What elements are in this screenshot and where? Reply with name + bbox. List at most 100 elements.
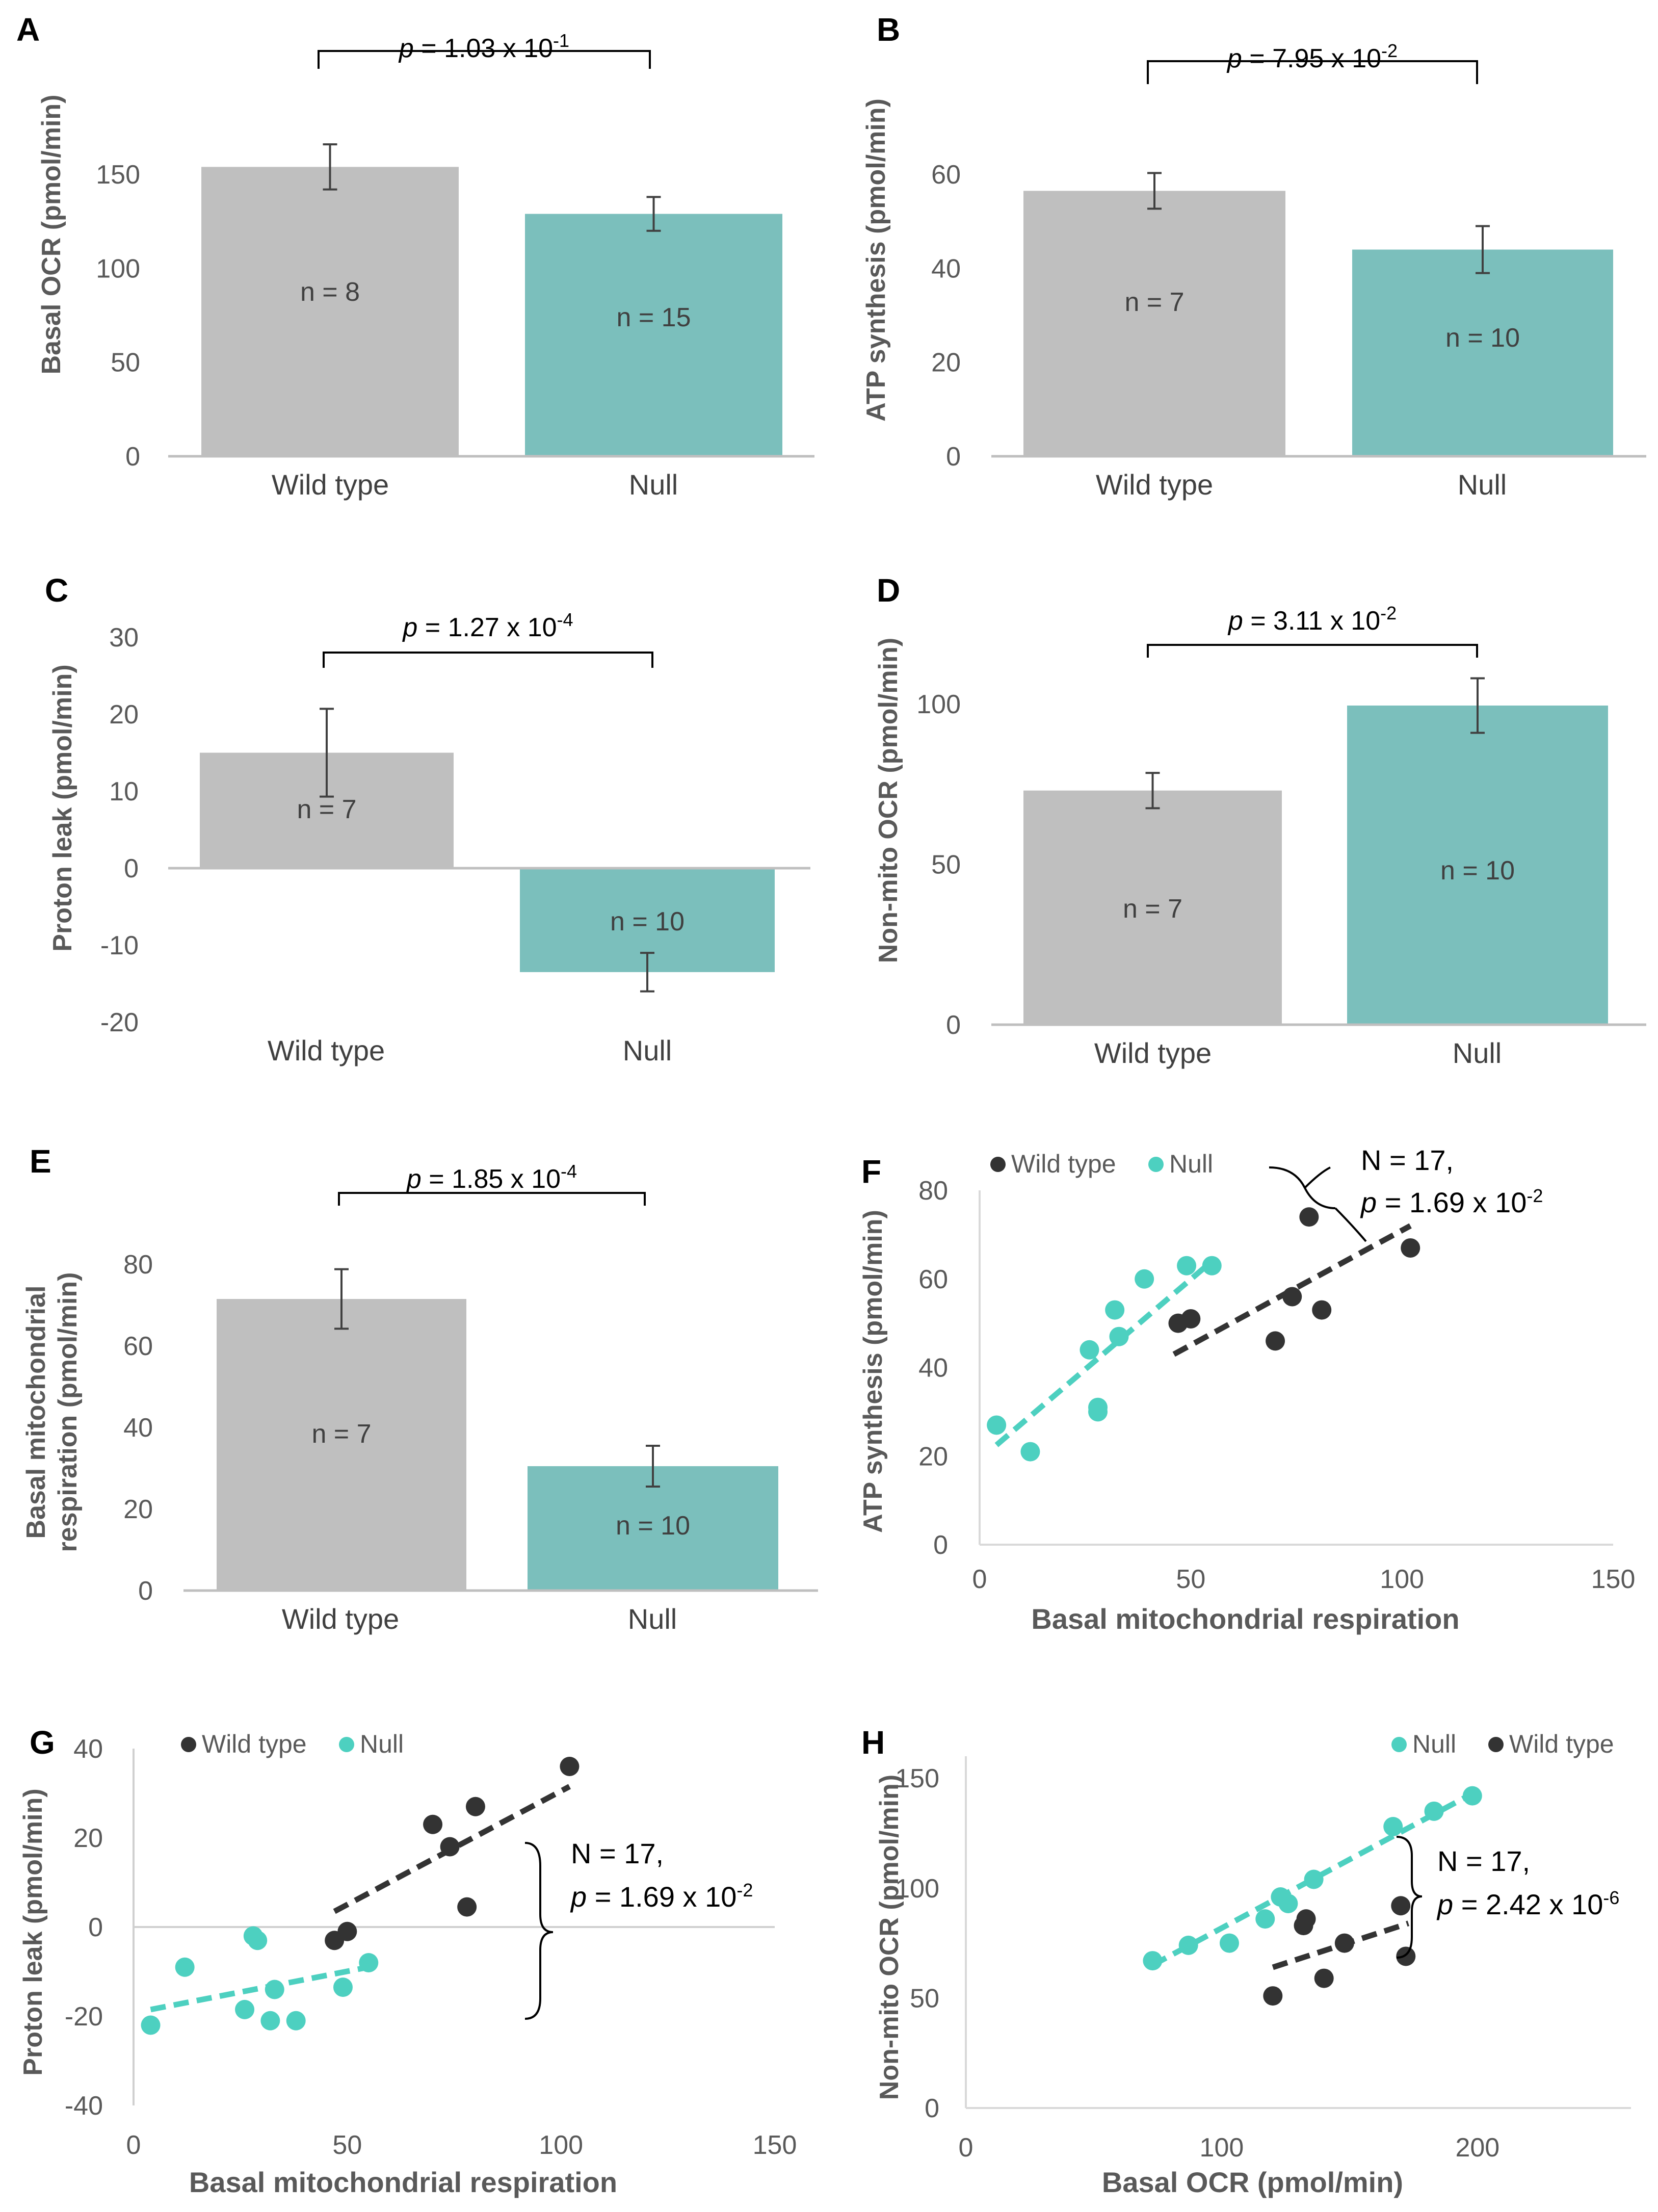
x-axis-label: Basal mitochondrial respiration [189,2166,617,2198]
x-tick-label: 50 [332,2130,362,2160]
data-point [1278,1893,1298,1913]
y-tick-label: 20 [931,348,961,378]
x-tick-label: 150 [753,2130,797,2160]
y-tick-label: 60 [123,1332,153,1361]
panel-letter: F [861,1153,881,1190]
x-category-label: Null [629,469,678,501]
data-point [560,1757,580,1776]
x-axis-label: Basal OCR (pmol/min) [1102,2166,1403,2198]
y-tick-label: 0 [946,442,961,472]
n-label: n = 15 [616,303,691,332]
bar-wild-type [217,1299,466,1591]
data-point [1219,1933,1239,1953]
y-axis-label: Non-mito OCR (pmol/min) [874,638,903,963]
data-point [1020,1442,1040,1462]
panel-h: H 0 50 100 150 0 100 200 Non-mito OCR (pmol/min)… [861,1724,1631,2198]
data-point [1396,1946,1416,1966]
y-tick-label: 0 [925,2094,939,2123]
y-tick-label: 60 [918,1265,948,1294]
data-point [1424,1801,1444,1821]
panel-a: A 0 50 100 150 Basal OCR (pmol/min) n = 8 Wild … [16,11,814,501]
x-category-label: Null [1453,1037,1502,1069]
x-tick-label: 100 [1200,2133,1244,2163]
n-label: n = 10 [610,907,685,936]
y-tick-label: 10 [109,777,139,806]
y-tick-label: 40 [73,1734,103,1764]
y-tick-label: 50 [931,850,961,879]
x-tick-label: 100 [1380,1565,1424,1594]
annotation-brace [524,1842,554,2020]
data-point [1383,1817,1403,1836]
y-tick-label: 50 [111,348,140,378]
bar-wild-type [1023,191,1285,457]
annotation-n: N = 17, [1361,1144,1454,1176]
y-tick-label: 0 [946,1010,961,1040]
significance-bracket [323,652,653,668]
data-point [1105,1300,1125,1320]
data-point [337,1921,357,1941]
y-axis-label: Basal mitochondrial [21,1286,51,1539]
data-point [265,1980,284,1999]
data-point [175,1957,195,1977]
y-tick-label: 20 [123,1495,153,1524]
legend-marker [1148,1157,1164,1172]
y-tick-label: 100 [895,1874,939,1904]
p-value-label: p = 1.27 x 10-4 [402,609,573,642]
data-point [465,1797,485,1816]
legend-label: Null [1169,1150,1213,1178]
y-axis-label: Proton leak (pmol/min) [18,1788,48,2075]
data-point [1391,1896,1411,1916]
x-tick-label: 0 [959,2133,973,2163]
legend-label: Null [1412,1730,1456,1758]
y-tick-label: 150 [895,1764,939,1793]
n-label: n = 10 [616,1511,690,1541]
y-axis-label: Non-mito OCR (pmol/min) [875,1775,904,2100]
annotation-n: N = 17, [1437,1845,1530,1877]
annotation-n: N = 17, [571,1837,664,1869]
data-point [1299,1207,1319,1227]
x-category-label: Wild type [272,469,389,501]
data-point [987,1415,1007,1435]
panel-letter: G [30,1724,55,1761]
n-label: n = 7 [1123,894,1182,924]
x-category-label: Wild type [268,1034,385,1066]
y-tick-label: 0 [88,1913,103,1942]
y-tick-label: 100 [916,690,961,719]
annotation-p-value: p = 2.42 x 10-6 [1436,1887,1619,1920]
data-point [248,1931,268,1950]
significance-bracket [318,50,651,69]
annotation-p-value: p = 1.69 x 10-2 [1360,1185,1543,1218]
data-point [1296,1909,1316,1929]
panel-g: G -40 -20 0 20 40 0 50 100 150 Proton leak (pmol/m… [18,1724,797,2198]
legend-label: Null [360,1730,404,1758]
panel-letter: D [877,572,900,609]
x-category-label: Wild type [282,1603,399,1635]
panel-b: B 0 20 40 60 ATP synthesis (pmol/min) n = 7 Wil… [861,11,1646,501]
significance-bracket [338,1192,646,1206]
legend-label: Wild type [1011,1150,1116,1178]
legend-marker [990,1157,1006,1172]
x-category-label: Wild type [1096,469,1213,501]
p-value-label: p = 3.11 x 10-2 [1227,603,1397,636]
n-label: n = 10 [1445,323,1520,353]
trend-line [333,1784,571,1914]
legend-label: Wild type [202,1730,307,1758]
legend-marker [339,1737,354,1752]
x-tick-label: 0 [972,1565,987,1594]
data-point [359,1953,379,1972]
bar-null [525,214,782,456]
data-point [457,1897,477,1917]
y-axis-label: ATP synthesis (pmol/min) [861,98,891,422]
p-value-label: p = 7.95 x 10-2 [1226,40,1398,73]
y-tick-label: 40 [931,254,961,283]
p-value-label: p = 1.85 x 10-4 [406,1161,577,1194]
trend-line [994,1259,1214,1447]
n-label: n = 7 [297,795,356,824]
x-category-label: Null [628,1603,677,1635]
panel-letter: C [45,572,68,609]
bar-null [1352,249,1613,456]
x-category-label: Null [1458,469,1507,501]
data-point [1314,1968,1334,1988]
y-tick-label: -20 [100,1008,139,1037]
